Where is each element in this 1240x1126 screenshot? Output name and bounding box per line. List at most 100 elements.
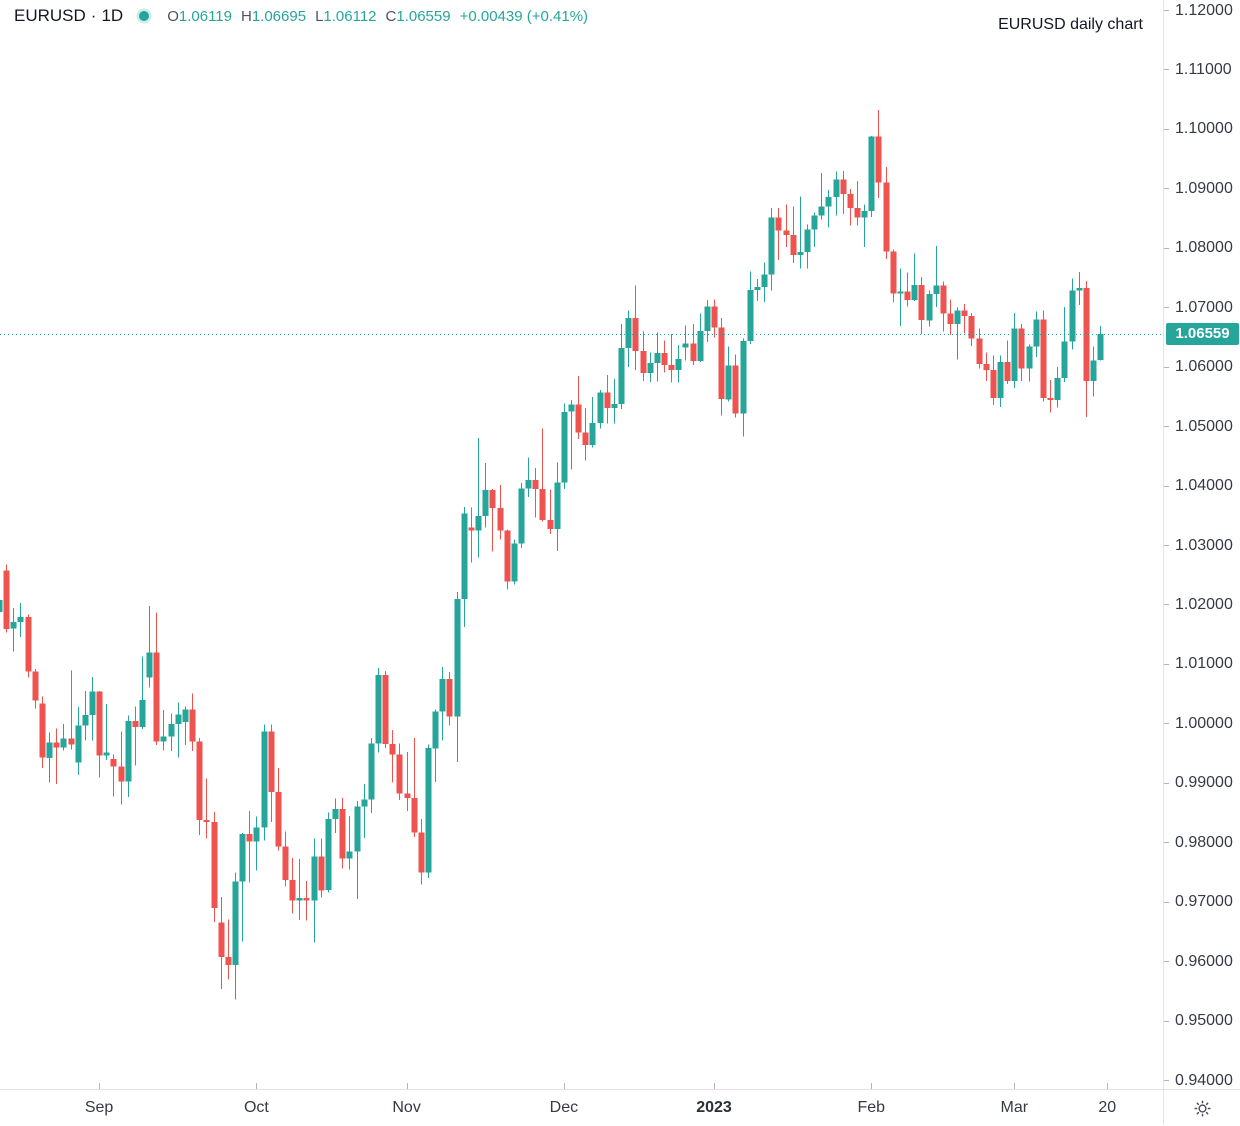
candle-2023-01-16[interactable] bbox=[783, 204, 790, 248]
candle-2023-02-16[interactable] bbox=[947, 299, 954, 336]
candle-2022-10-31[interactable] bbox=[396, 743, 403, 800]
candle-2022-09-29[interactable] bbox=[239, 833, 246, 942]
candle-2023-01-18[interactable] bbox=[797, 196, 804, 269]
candle-2022-09-30[interactable] bbox=[246, 811, 253, 883]
candle-2023-01-10[interactable] bbox=[754, 279, 761, 302]
candle-2023-02-27[interactable] bbox=[997, 355, 1004, 407]
candle-2023-02-02[interactable] bbox=[875, 109, 882, 198]
price-axis[interactable]: 1.06559 1.12000 1.11000 1.10000 1.09000 1.08… bbox=[1163, 0, 1240, 1089]
candle-2023-03-07[interactable] bbox=[1040, 310, 1047, 402]
candle-2022-09-05[interactable] bbox=[110, 754, 117, 797]
candlestick-chart[interactable] bbox=[0, 0, 1163, 1089]
candle-2023-02-03[interactable] bbox=[883, 166, 890, 259]
candle-2023-02-22[interactable] bbox=[976, 328, 983, 369]
candle-2022-10-20[interactable] bbox=[346, 816, 353, 870]
candle-2022-12-15[interactable] bbox=[632, 285, 639, 371]
candle-2022-09-12[interactable] bbox=[146, 606, 153, 688]
candle-2022-10-12[interactable] bbox=[303, 880, 310, 921]
candle-2022-08-15[interactable] bbox=[3, 564, 10, 633]
candle-2023-01-30[interactable] bbox=[854, 181, 861, 226]
candle-2023-03-10[interactable] bbox=[1061, 307, 1068, 382]
candle-2022-10-19[interactable] bbox=[339, 798, 346, 869]
candle-2022-09-28[interactable] bbox=[232, 872, 239, 1000]
candle-2023-02-01[interactable] bbox=[868, 135, 875, 217]
candle-2023-03-02[interactable] bbox=[1018, 323, 1025, 381]
candle-2023-02-09[interactable] bbox=[911, 253, 918, 302]
candle-2022-10-18[interactable] bbox=[332, 798, 339, 834]
candle-2023-02-28[interactable] bbox=[1004, 340, 1011, 384]
candle-2023-01-27[interactable] bbox=[847, 188, 854, 226]
candle-2023-03-01[interactable] bbox=[1011, 313, 1018, 388]
candle-2022-10-05[interactable] bbox=[268, 724, 275, 822]
candle-2022-12-23[interactable] bbox=[675, 345, 682, 383]
candle-2022-12-19[interactable] bbox=[647, 352, 654, 382]
candle-2022-11-24[interactable] bbox=[525, 457, 532, 497]
timeframe-label[interactable]: 1D bbox=[101, 6, 124, 25]
candle-2022-12-05[interactable] bbox=[575, 376, 582, 440]
axis-settings-gear-icon[interactable] bbox=[1194, 1100, 1211, 1117]
candle-2022-11-04[interactable] bbox=[425, 744, 432, 878]
candle-2022-08-18[interactable] bbox=[25, 614, 32, 678]
candle-2022-12-22[interactable] bbox=[668, 333, 675, 383]
candle-2022-12-14[interactable] bbox=[625, 310, 632, 368]
candle-2023-02-06[interactable] bbox=[890, 249, 897, 303]
candle-2022-11-03[interactable] bbox=[418, 818, 425, 885]
candle-2023-03-14[interactable] bbox=[1076, 272, 1083, 305]
candle-2023-02-15[interactable] bbox=[940, 281, 947, 332]
candle-2022-08-19[interactable] bbox=[32, 669, 39, 709]
candle-2022-08-17[interactable] bbox=[17, 603, 24, 637]
candle-2022-09-27[interactable] bbox=[225, 919, 232, 980]
candle-2023-01-09[interactable] bbox=[747, 271, 754, 345]
candle-2022-10-21[interactable] bbox=[354, 801, 361, 900]
candle-2023-01-20[interactable] bbox=[811, 212, 818, 248]
candle-2022-09-16[interactable] bbox=[175, 702, 182, 758]
candle-2022-10-13[interactable] bbox=[311, 838, 318, 943]
candle-2022-11-15[interactable] bbox=[475, 437, 482, 558]
candle-2022-12-13[interactable] bbox=[618, 323, 625, 409]
candle-2023-01-31[interactable] bbox=[861, 204, 868, 248]
candle-2023-01-11[interactable] bbox=[761, 262, 768, 302]
candle-2022-11-11[interactable] bbox=[461, 506, 468, 627]
candle-2022-10-14[interactable] bbox=[318, 838, 325, 898]
candle-2022-10-04[interactable] bbox=[261, 724, 268, 841]
candle-2022-11-17[interactable] bbox=[489, 489, 496, 552]
candle-2022-11-07[interactable] bbox=[432, 709, 439, 783]
candle-2022-08-26[interactable] bbox=[68, 670, 75, 750]
candle-2023-03-15[interactable] bbox=[1083, 281, 1090, 418]
candle-2023-03-09[interactable] bbox=[1054, 367, 1061, 408]
candle-2022-12-20[interactable] bbox=[654, 332, 661, 382]
candle-2022-10-03[interactable] bbox=[253, 816, 260, 871]
candle-2023-01-12[interactable] bbox=[768, 207, 775, 291]
candle-2022-09-20[interactable] bbox=[189, 693, 196, 752]
time-axis[interactable]: Sep Oct Nov Dec 2023 Feb Mar 20 bbox=[0, 1089, 1240, 1126]
candle-2023-02-08[interactable] bbox=[904, 272, 911, 307]
candle-2022-12-02[interactable] bbox=[568, 399, 575, 470]
candle-2022-11-29[interactable] bbox=[547, 489, 554, 535]
candle-2023-02-14[interactable] bbox=[933, 245, 940, 308]
candle-2023-02-17[interactable] bbox=[954, 307, 961, 360]
candle-2022-10-07[interactable] bbox=[282, 831, 289, 887]
candle-2022-08-22[interactable] bbox=[39, 696, 46, 768]
candle-2022-09-13[interactable] bbox=[153, 612, 160, 746]
candle-2022-11-14[interactable] bbox=[468, 507, 475, 563]
candle-2022-08-25[interactable] bbox=[60, 723, 67, 751]
candle-2022-09-26[interactable] bbox=[218, 896, 225, 989]
candle-2023-03-16[interactable] bbox=[1090, 346, 1097, 397]
candle-2022-09-15[interactable] bbox=[168, 713, 175, 752]
candle-2022-12-08[interactable] bbox=[597, 389, 604, 429]
candle-2022-10-28[interactable] bbox=[389, 729, 396, 783]
candle-2022-08-29[interactable] bbox=[75, 707, 82, 775]
candle-2022-12-29[interactable] bbox=[697, 313, 704, 362]
candle-2022-11-18[interactable] bbox=[497, 484, 504, 540]
candle-2022-12-06[interactable] bbox=[582, 408, 589, 461]
candle-2022-12-12[interactable] bbox=[611, 379, 618, 424]
candle-2022-09-19[interactable] bbox=[182, 706, 189, 746]
candle-2023-02-07[interactable] bbox=[897, 268, 904, 327]
candle-2022-10-27[interactable] bbox=[382, 670, 389, 749]
candle-2022-09-23[interactable] bbox=[211, 811, 218, 922]
candle-2023-01-04[interactable] bbox=[725, 346, 732, 402]
candle-2023-03-17[interactable] bbox=[1097, 325, 1104, 361]
candle-2022-12-28[interactable] bbox=[690, 323, 697, 365]
candle-2022-12-21[interactable] bbox=[661, 340, 668, 373]
candle-2022-10-26[interactable] bbox=[375, 668, 382, 753]
